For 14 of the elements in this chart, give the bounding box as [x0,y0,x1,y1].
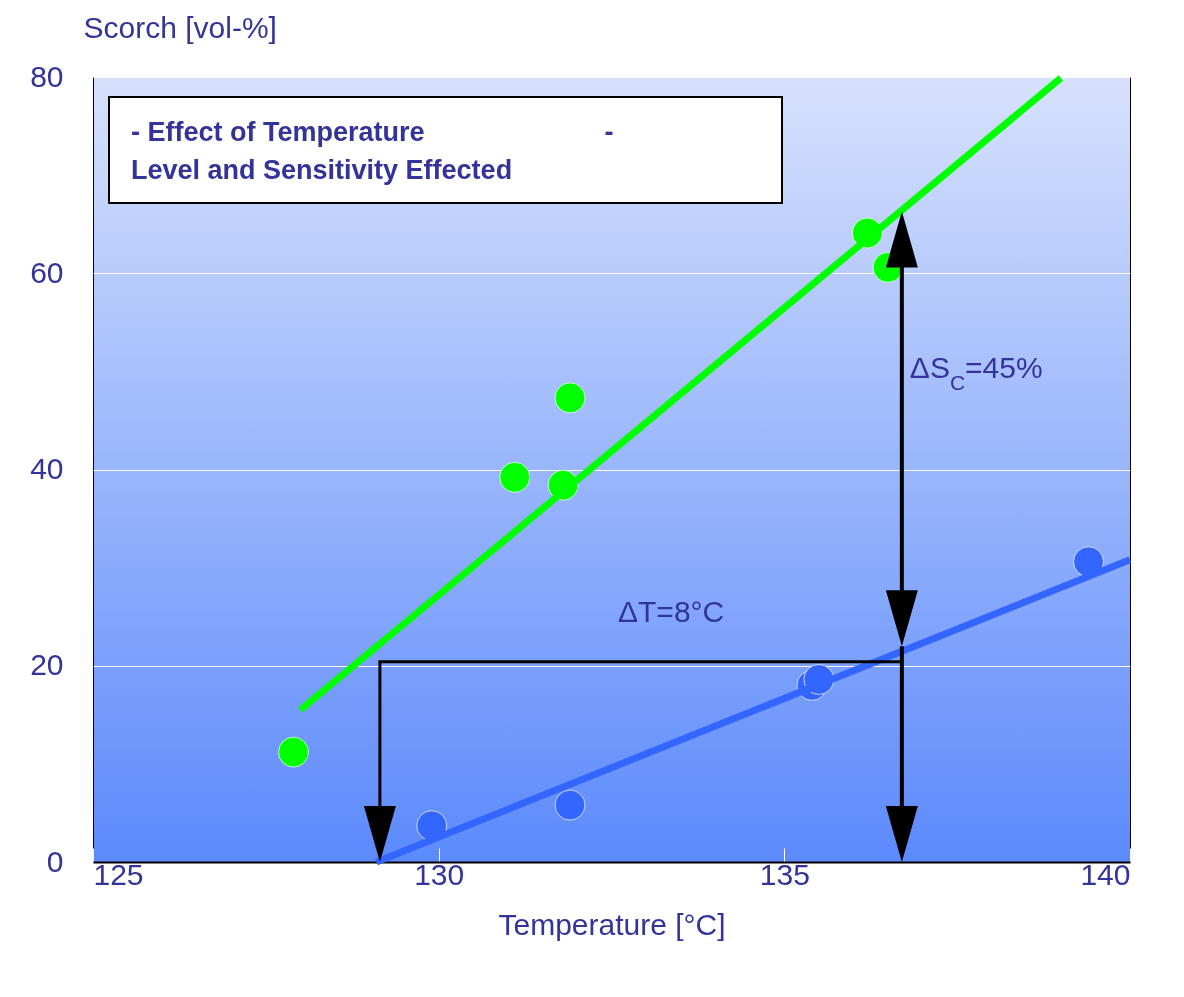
x-tick-label: 140 [1080,857,1131,891]
y-tick-label: 80 [30,59,64,93]
x-tick-label: 130 [414,857,465,891]
x-tick-label: 125 [93,857,144,891]
annotation: - Effect of Temperature - Level and Sensitivity Effected [131,117,614,185]
y-tick-label: 60 [30,255,64,289]
annotation: ΔS$_{C}$=45% [909,351,1043,394]
annotation: ΔT=8°C [618,595,725,628]
x-tick-label: 135 [759,857,810,891]
y-axis-title: Scorch [vol-%] [83,10,277,44]
y-tick-label: 20 [30,648,64,682]
y-tick-label: 0 [46,844,64,878]
x-axis-title: Temperature [°C] [498,907,726,941]
y-tick-label: 40 [30,452,64,485]
